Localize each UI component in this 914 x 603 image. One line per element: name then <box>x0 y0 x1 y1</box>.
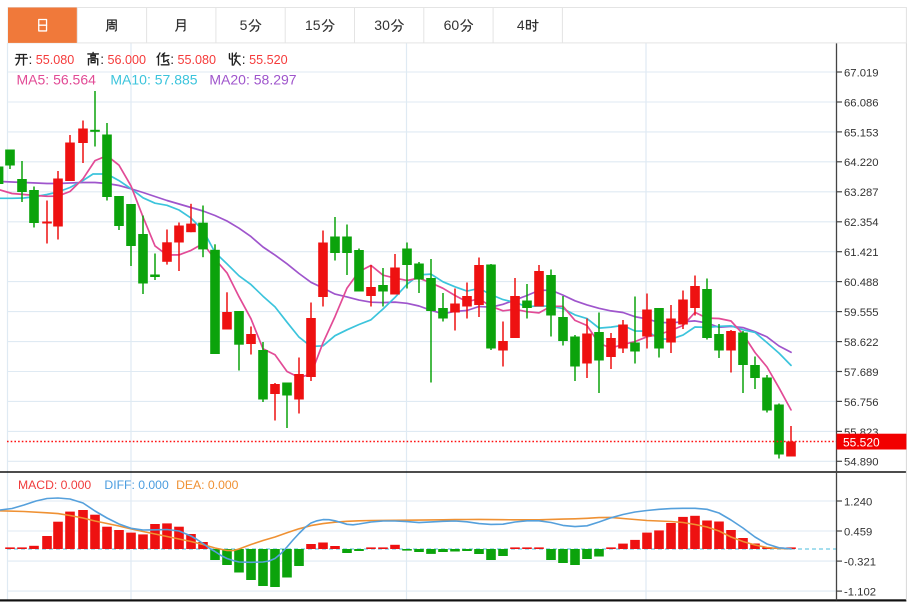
svg-text:55.080: 55.080 <box>36 53 75 67</box>
svg-text::: : <box>242 52 246 67</box>
svg-text:64.220: 64.220 <box>844 157 879 169</box>
svg-text:30: 30 <box>374 17 390 33</box>
svg-text:66.086: 66.086 <box>844 97 879 109</box>
svg-text:15: 15 <box>305 17 321 33</box>
svg-text:67.019: 67.019 <box>844 67 879 79</box>
svg-text:DIFF: 0.000: DIFF: 0.000 <box>104 478 169 492</box>
svg-text:61.421: 61.421 <box>844 247 879 259</box>
svg-text:MA10: 57.885: MA10: 57.885 <box>110 71 197 87</box>
svg-text:58.622: 58.622 <box>844 337 879 349</box>
svg-text:62.354: 62.354 <box>844 217 879 229</box>
svg-text::: : <box>29 52 33 67</box>
svg-text:4: 4 <box>517 17 525 33</box>
svg-text:DEA: 0.000: DEA: 0.000 <box>176 478 239 492</box>
svg-text:5: 5 <box>240 17 248 33</box>
svg-text:56.756: 56.756 <box>844 397 879 409</box>
svg-text:59.555: 59.555 <box>844 307 879 319</box>
svg-text:-0.321: -0.321 <box>844 557 876 569</box>
svg-text:0.459: 0.459 <box>844 526 872 538</box>
svg-text:1.240: 1.240 <box>844 496 872 508</box>
svg-text:55.520: 55.520 <box>249 53 288 67</box>
svg-text:MACD: 0.000: MACD: 0.000 <box>18 478 91 492</box>
svg-text:57.689: 57.689 <box>844 367 879 379</box>
svg-text::: : <box>170 52 174 67</box>
svg-text::: : <box>100 52 104 67</box>
svg-text:MA20: 58.297: MA20: 58.297 <box>209 71 296 87</box>
svg-text:60.488: 60.488 <box>844 277 879 289</box>
svg-text:MA5: 56.564: MA5: 56.564 <box>17 71 97 87</box>
svg-text:55.080: 55.080 <box>178 53 217 67</box>
svg-text:55.520: 55.520 <box>843 435 880 449</box>
svg-text:60: 60 <box>444 17 460 33</box>
svg-text:56.000: 56.000 <box>108 53 147 67</box>
svg-text:65.153: 65.153 <box>844 127 879 139</box>
svg-text:54.890: 54.890 <box>844 457 879 469</box>
svg-text:-1.102: -1.102 <box>844 587 876 599</box>
svg-text:63.287: 63.287 <box>844 187 879 199</box>
